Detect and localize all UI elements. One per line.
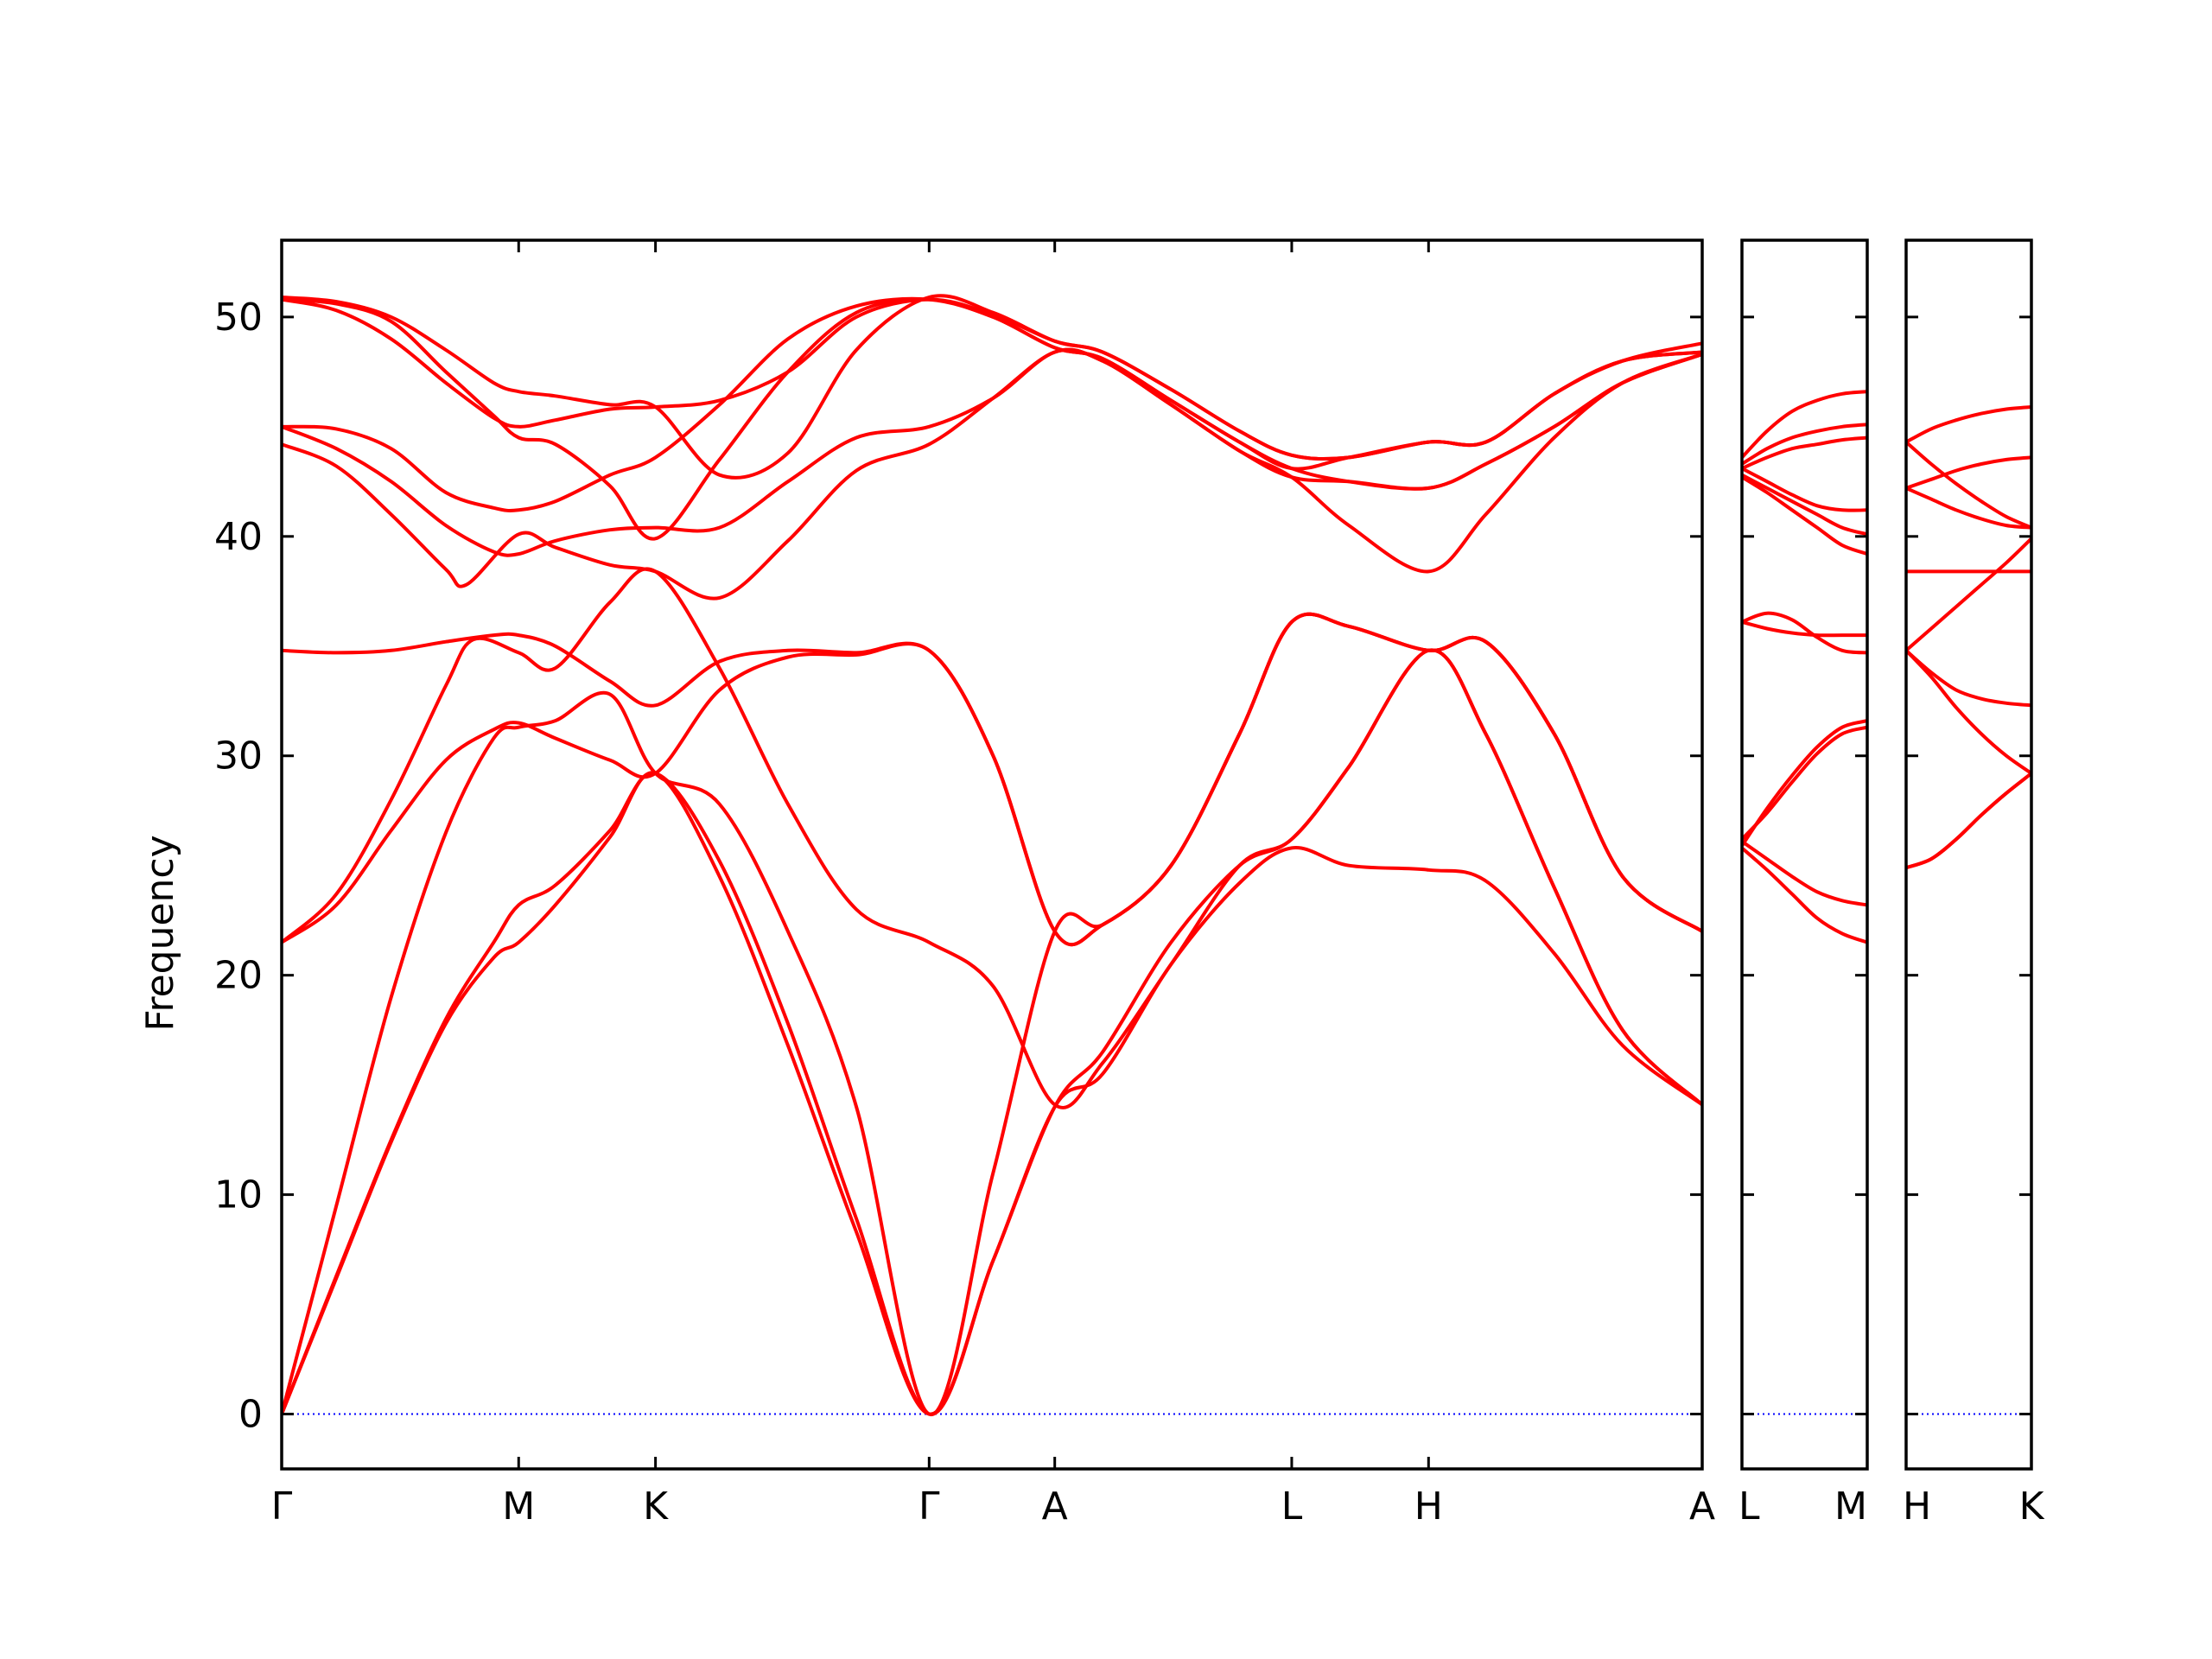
bands <box>1742 390 1867 944</box>
series-band-2 <box>282 648 1702 1416</box>
series-band-12 <box>1742 390 1867 460</box>
bands <box>1906 405 2031 870</box>
y-tick-label: 0 <box>238 1393 263 1437</box>
y-tick-label: 10 <box>214 1173 263 1217</box>
x-tick-label: H <box>1903 1484 1931 1529</box>
series-band-9 <box>1906 405 2031 444</box>
series-band-9 <box>1742 467 1867 512</box>
series-band-5 <box>282 567 1702 1109</box>
series-band-7 <box>1742 475 1867 556</box>
x-tick-label: A <box>1689 1484 1715 1529</box>
series-band-3 <box>282 612 1702 1416</box>
x-tick-label: H <box>1414 1484 1443 1529</box>
x-tick-label: L <box>1738 1484 1760 1529</box>
plot-frame <box>1904 238 2033 1471</box>
y-tick-label: 30 <box>214 734 263 779</box>
series-band-7 <box>1906 455 2031 490</box>
x-tick-label: Γ <box>271 1484 293 1529</box>
series-band-1 <box>282 771 1702 1416</box>
series-band-4 <box>1906 648 2031 708</box>
series-band-3 <box>1906 648 2031 775</box>
series-band-3 <box>1742 725 1867 842</box>
plot-frame <box>1740 238 1869 1471</box>
bands <box>282 294 1702 1416</box>
y-tick-label: 50 <box>214 296 263 340</box>
plot-frame <box>280 238 1704 1471</box>
x-tick-label: A <box>1042 1484 1068 1529</box>
series-band-4 <box>1742 719 1867 848</box>
series-band-6 <box>1742 611 1867 655</box>
series-band-7 <box>282 347 1702 601</box>
series-band-8 <box>282 347 1702 557</box>
series-band-6 <box>282 612 1702 947</box>
x-tick-label: K <box>2019 1484 2045 1529</box>
y-tick-label: 20 <box>214 954 263 998</box>
series-band-10 <box>1742 435 1867 471</box>
x-tick-label: M <box>502 1484 535 1529</box>
series-band-4 <box>282 612 1702 947</box>
series-band-9 <box>282 296 1702 512</box>
series-band-8 <box>1742 473 1867 537</box>
series-band-2 <box>1742 839 1867 907</box>
x-tick-label: Γ <box>918 1484 940 1529</box>
series-band-2 <box>1906 772 2031 870</box>
x-tick-label: K <box>643 1484 669 1529</box>
series-band-10 <box>1906 486 2031 530</box>
series-band-12 <box>282 294 1702 480</box>
series-band-5 <box>1742 620 1867 638</box>
series-band-5 <box>1906 537 2031 652</box>
y-tick-label: 40 <box>214 515 263 559</box>
x-tick-label: L <box>1281 1484 1303 1529</box>
series-band-1 <box>1742 846 1867 944</box>
y-axis-title: Frequency <box>138 835 182 1031</box>
series-band-11 <box>1742 423 1867 466</box>
series-band-8 <box>1906 440 2031 530</box>
series-band-11 <box>282 297 1702 461</box>
chart-panel-1: 0 10 20 30 40 50 Γ M K Γ A L H A <box>214 238 1715 1529</box>
x-tick-label: M <box>1834 1484 1867 1529</box>
